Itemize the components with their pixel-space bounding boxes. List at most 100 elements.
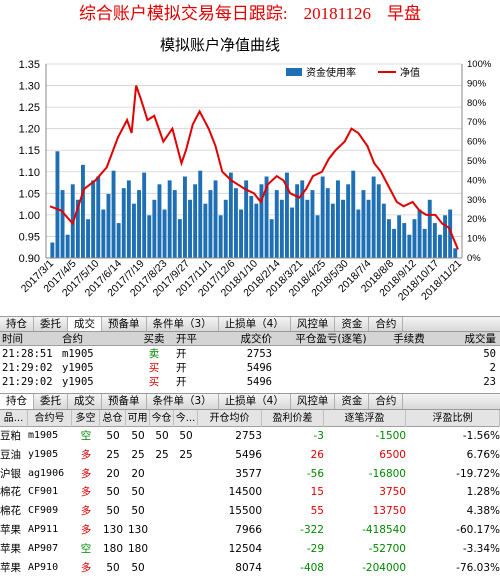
orders-tab-2[interactable]: 成交 bbox=[68, 317, 102, 331]
orders-tab-1[interactable]: 委托 bbox=[34, 317, 68, 331]
orders-table-row[interactable]: 21:29:02 y1905 买 开 5496 2 bbox=[0, 361, 500, 375]
orders-table-row[interactable]: 21:28:51 m1905 卖 开 2753 50 bbox=[0, 347, 500, 361]
positions-col-header: 盈利价差 bbox=[262, 410, 324, 427]
y-right-tick-label: 40% bbox=[467, 175, 487, 186]
page-title: 综合账户模拟交易每日跟踪: 20181126 早盘 bbox=[0, 0, 500, 28]
orders-cell: y1905 bbox=[62, 376, 94, 388]
nav-line bbox=[49, 85, 459, 250]
orders-table-row[interactable]: 21:29:02 y1905 买 开 5496 23 bbox=[0, 375, 500, 389]
orders-col-header: 开平 bbox=[176, 333, 197, 345]
orders-tab-3[interactable]: 预备单 bbox=[102, 317, 147, 331]
orders-tab-5[interactable]: 止损单（4） bbox=[219, 317, 291, 331]
positions-cell: 12504 bbox=[228, 542, 262, 555]
positions-table-row[interactable]: 豆粕 m1905 空 50 50 50 50 2753 -3 -1500 -1.56% bbox=[0, 427, 500, 446]
positions-table-row[interactable]: 沪银 ag1906 多 20 20 3577 -56 -16800 -19.72% bbox=[0, 465, 500, 484]
usage-bar bbox=[295, 184, 300, 258]
chart-title: 模拟账户净值曲线 bbox=[160, 36, 280, 54]
positions-cell bbox=[150, 559, 174, 578]
positions-tab-1[interactable]: 委托 bbox=[34, 394, 68, 409]
usage-bar bbox=[443, 215, 447, 258]
legend-usage-label: 资金使用率 bbox=[306, 66, 356, 79]
positions-cell: 130 bbox=[127, 524, 149, 536]
positions-col-header: 合约号 bbox=[28, 410, 72, 427]
usage-bar bbox=[218, 215, 223, 258]
positions-cell: 棉花 bbox=[0, 486, 21, 499]
page-title-session: 早盘 bbox=[387, 4, 422, 23]
usage-bar bbox=[300, 180, 305, 258]
positions-cell: -56 bbox=[306, 467, 324, 480]
positions-cell: 沪银 bbox=[0, 467, 21, 480]
positions-cell bbox=[150, 502, 174, 521]
positions-table-row[interactable]: 苹果 AP907 空 180 180 12504 -29 -52700 -3.34% bbox=[0, 540, 500, 559]
y-right-tick-label: 80% bbox=[467, 98, 487, 109]
positions-cell bbox=[174, 483, 198, 502]
usage-bar bbox=[65, 234, 70, 258]
positions-tab-5[interactable]: 止损单（4） bbox=[219, 394, 291, 409]
usage-bar bbox=[402, 223, 407, 258]
y-left-tick-label: 1.10 bbox=[19, 167, 40, 179]
orders-cell bbox=[384, 361, 434, 375]
orders-cell: 5496 bbox=[246, 362, 272, 374]
usage-bar bbox=[376, 184, 381, 258]
y-left-tick-label: 1.25 bbox=[19, 102, 40, 114]
positions-cell: -204000 bbox=[362, 561, 406, 574]
positions-cell: 25 bbox=[131, 448, 145, 461]
positions-table-row[interactable]: 豆油 y1905 多 25 25 25 25 5496 26 6500 6.76% bbox=[0, 446, 500, 465]
positions-cell: 50 bbox=[131, 505, 145, 518]
positions-tab-7[interactable]: 资金 bbox=[335, 394, 370, 409]
positions-col-header: 今仓 bbox=[150, 410, 174, 427]
positions-cell: -1500 bbox=[375, 430, 406, 442]
orders-tab-0[interactable]: 持仓 bbox=[0, 317, 34, 331]
usage-bar bbox=[121, 188, 126, 258]
usage-bar bbox=[438, 234, 442, 258]
positions-table-row[interactable]: 苹果 AP910 多 50 50 8074 -408 -204000 -76.03% bbox=[0, 559, 500, 578]
orders-tab-4[interactable]: 条件单（3） bbox=[147, 317, 219, 331]
usage-bar bbox=[193, 184, 198, 258]
positions-cell: -29 bbox=[306, 542, 324, 555]
orders-table: 21:28:51 m1905 卖开 2753 50 21:29:02 y1905 买开 5496… bbox=[0, 346, 500, 390]
positions-tab-2[interactable]: 成交 bbox=[68, 394, 102, 409]
y-right-tick-label: 90% bbox=[467, 78, 487, 89]
positions-cell: 多 bbox=[80, 505, 92, 518]
orders-cell bbox=[384, 375, 434, 389]
orders-tab-6[interactable]: 风控单 bbox=[291, 317, 336, 331]
usage-bar bbox=[448, 209, 453, 258]
positions-table-row[interactable]: 苹果 AP911 多 130 130 7966 -322 -418540 -60.17% bbox=[0, 521, 500, 540]
usage-bar bbox=[126, 180, 131, 258]
y-left-tick-label: 1.00 bbox=[19, 210, 40, 222]
positions-tab-4[interactable]: 条件单（3） bbox=[147, 394, 219, 409]
usage-bar bbox=[162, 209, 167, 258]
positions-tab-bar: 持仓 委托 成交 预备单 条件单（3） 止损单（4） 风控单 资金 合约 bbox=[0, 393, 500, 410]
positions-table-row[interactable]: 棉花 CF909 多 50 50 15500 55 13750 4.38% bbox=[0, 502, 500, 521]
positions-tab-0[interactable]: 持仓 bbox=[0, 394, 34, 409]
usage-bar bbox=[356, 209, 361, 258]
usage-bar bbox=[86, 219, 90, 258]
orders-cell: 21:29:02 bbox=[2, 376, 53, 388]
positions-table-row[interactable]: 棉花 CF901 多 50 50 14500 15 3750 1.28% bbox=[0, 483, 500, 502]
positions-tab-6[interactable]: 风控单 bbox=[291, 394, 336, 409]
y-left-tick-label: 1.05 bbox=[19, 188, 40, 200]
usage-bar bbox=[381, 203, 386, 258]
usage-bar bbox=[397, 215, 402, 258]
positions-tab-8[interactable]: 合约 bbox=[369, 394, 404, 409]
positions-cell: -52700 bbox=[368, 542, 406, 555]
positions-cell: AP911 bbox=[28, 524, 59, 535]
positions-tab-3[interactable]: 预备单 bbox=[102, 394, 147, 409]
orders-cell: 21:28:51 bbox=[2, 348, 53, 360]
y-left-tick-label: 1.30 bbox=[19, 81, 40, 93]
usage-bar bbox=[371, 176, 376, 258]
usage-bar bbox=[157, 184, 162, 258]
positions-cell: -322 bbox=[300, 524, 324, 536]
usage-bar bbox=[336, 180, 340, 258]
usage-bar bbox=[290, 207, 294, 258]
usage-bar bbox=[244, 180, 249, 258]
orders-tab-8[interactable]: 合约 bbox=[369, 317, 404, 331]
orders-cell: 买 bbox=[148, 376, 160, 388]
usage-bar bbox=[285, 172, 289, 258]
usage-bar bbox=[239, 209, 243, 258]
orders-tab-7[interactable]: 资金 bbox=[335, 317, 370, 331]
positions-cell: -1.56% bbox=[462, 430, 500, 442]
orders-cell: 2753 bbox=[246, 348, 272, 360]
orders-cell: 买 bbox=[148, 362, 160, 374]
usage-bar bbox=[203, 203, 208, 258]
